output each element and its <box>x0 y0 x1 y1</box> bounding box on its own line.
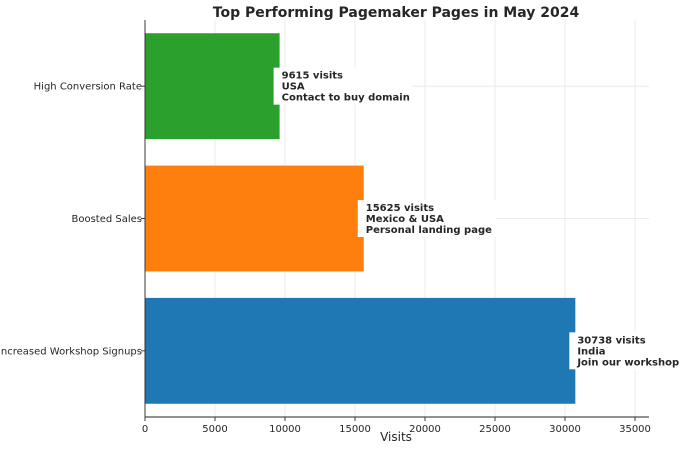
x-tick-label: 15000 <box>339 424 371 435</box>
x-tick-label: 5000 <box>202 424 227 435</box>
bar <box>145 297 576 404</box>
bar-annotation-line: 15625 visits <box>366 203 434 214</box>
y-tick-label: High Conversion Rate <box>34 82 142 93</box>
bar <box>145 33 280 140</box>
chart-title: Top Performing Pagemaker Pages in May 20… <box>213 5 580 21</box>
x-axis-ticks: 0 5000 10000 15000 20000 25000 30000 35000 <box>142 417 651 435</box>
x-tick-label: 25000 <box>479 424 511 435</box>
x-tick-label: 0 <box>142 424 148 435</box>
bar-annotation-line: Mexico & USA <box>366 214 444 225</box>
bar-annotation-line: 9615 visits <box>282 71 343 82</box>
bars <box>145 33 576 404</box>
y-tick-label: Boosted Sales <box>71 214 142 225</box>
bar-annotation-line: USA <box>282 82 305 93</box>
annotation-box <box>273 67 413 105</box>
x-tick-label: 10000 <box>269 424 301 435</box>
bar-annotation-line: 30738 visits <box>577 335 645 346</box>
x-tick-label: 35000 <box>619 424 651 435</box>
bar-annotation-line: India <box>577 346 605 357</box>
x-tick-label: 30000 <box>549 424 581 435</box>
bar-annotation-line: Contact to buy domain <box>282 93 410 104</box>
y-axis-ticks: Increased Workshop Signups Boosted Sales H… <box>0 82 145 357</box>
bar <box>145 165 364 272</box>
bar-annotation-line: Join our workshop <box>576 357 679 368</box>
y-tick-label: Increased Workshop Signups <box>0 346 142 357</box>
x-axis-title: Visits <box>380 430 412 444</box>
annotation-box <box>569 332 680 370</box>
bar-annotation-line: Personal landing page <box>366 225 492 236</box>
x-tick-label: 20000 <box>409 424 441 435</box>
annotation-box <box>357 200 497 237</box>
